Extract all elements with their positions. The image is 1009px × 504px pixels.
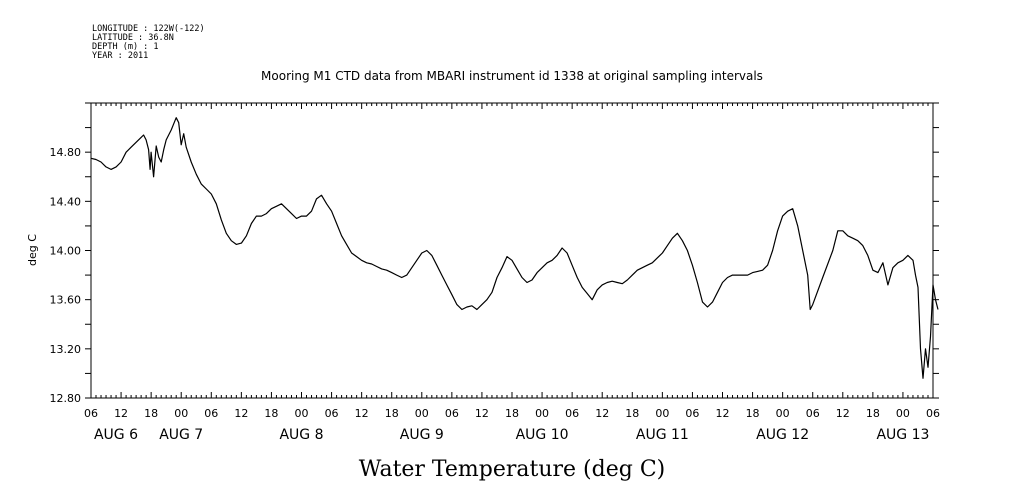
x-tick-label: 06 <box>806 407 820 420</box>
plot-frame <box>90 102 934 399</box>
x-tick-label: 06 <box>685 407 699 420</box>
x-tick-label: 00 <box>776 407 790 420</box>
x-tick-label: 18 <box>505 407 519 420</box>
date-label: AUG 7 <box>159 427 203 443</box>
temperature-series-line <box>90 117 939 379</box>
x-tick-label: 06 <box>445 407 459 420</box>
y-tick-label: 14.40 <box>50 195 82 208</box>
x-tick-label: 18 <box>264 407 278 420</box>
x-axis: 06 12 18 00 06 12 18 00 06 12 18 00 06 12 18 00 06 12 18 00… <box>84 103 940 443</box>
depth-text: DEPTH (m) : 1 <box>92 42 159 52</box>
date-label: AUG 10 <box>516 427 569 443</box>
date-label: AUG 6 <box>94 427 138 443</box>
date-label: AUG 13 <box>876 427 929 443</box>
x-tick-label: 12 <box>595 407 609 420</box>
x-tick-label: 18 <box>866 407 880 420</box>
y-tick-label: 13.20 <box>50 343 82 356</box>
x-tick-label: 00 <box>295 407 309 420</box>
date-label: AUG 12 <box>756 427 809 443</box>
x-tick-label: 00 <box>415 407 429 420</box>
x-tick-label: 06 <box>84 407 98 420</box>
x-tick-label: 18 <box>144 407 158 420</box>
x-tick-label: 00 <box>896 407 910 420</box>
series-group <box>90 117 939 379</box>
y-axis: 12.80 13.20 13.60 14.00 14.40 14.80 <box>50 102 939 405</box>
x-tick-label: 00 <box>535 407 549 420</box>
y-tick-label: 13.60 <box>50 294 82 307</box>
x-tick-label: 06 <box>325 407 339 420</box>
y-axis-label: deg C <box>26 234 39 266</box>
x-tick-label: 18 <box>746 407 760 420</box>
metadata-header: LONGITUDE : 122W(-122) LATITUDE : 36.8N … <box>92 24 205 61</box>
x-tick-label: 12 <box>836 407 850 420</box>
date-label: AUG 9 <box>400 427 444 443</box>
x-tick-label: 12 <box>475 407 489 420</box>
date-label: AUG 11 <box>636 427 689 443</box>
x-tick-label: 00 <box>655 407 669 420</box>
x-tick-label: 12 <box>234 407 248 420</box>
x-tick-label: 06 <box>204 407 218 420</box>
x-axis-label: Water Temperature (deg C) <box>359 457 666 482</box>
date-label: AUG 8 <box>279 427 323 443</box>
year-text: YEAR : 2011 <box>92 51 148 61</box>
y-tick-label: 14.00 <box>50 245 82 258</box>
x-tick-label: 18 <box>625 407 639 420</box>
x-tick-label: 18 <box>385 407 399 420</box>
x-tick-label: 12 <box>114 407 128 420</box>
latitude-text: LATITUDE : 36.8N <box>92 33 174 43</box>
x-tick-label: 06 <box>926 407 940 420</box>
y-tick-label: 12.80 <box>50 392 82 405</box>
x-tick-label: 12 <box>716 407 730 420</box>
x-tick-label: 12 <box>355 407 369 420</box>
x-tick-label: 06 <box>565 407 579 420</box>
longitude-text: LONGITUDE : 122W(-122) <box>92 24 205 34</box>
chart-title: Mooring M1 CTD data from MBARI instrumen… <box>261 69 763 83</box>
y-tick-label: 14.80 <box>50 146 82 159</box>
x-tick-label: 00 <box>174 407 188 420</box>
